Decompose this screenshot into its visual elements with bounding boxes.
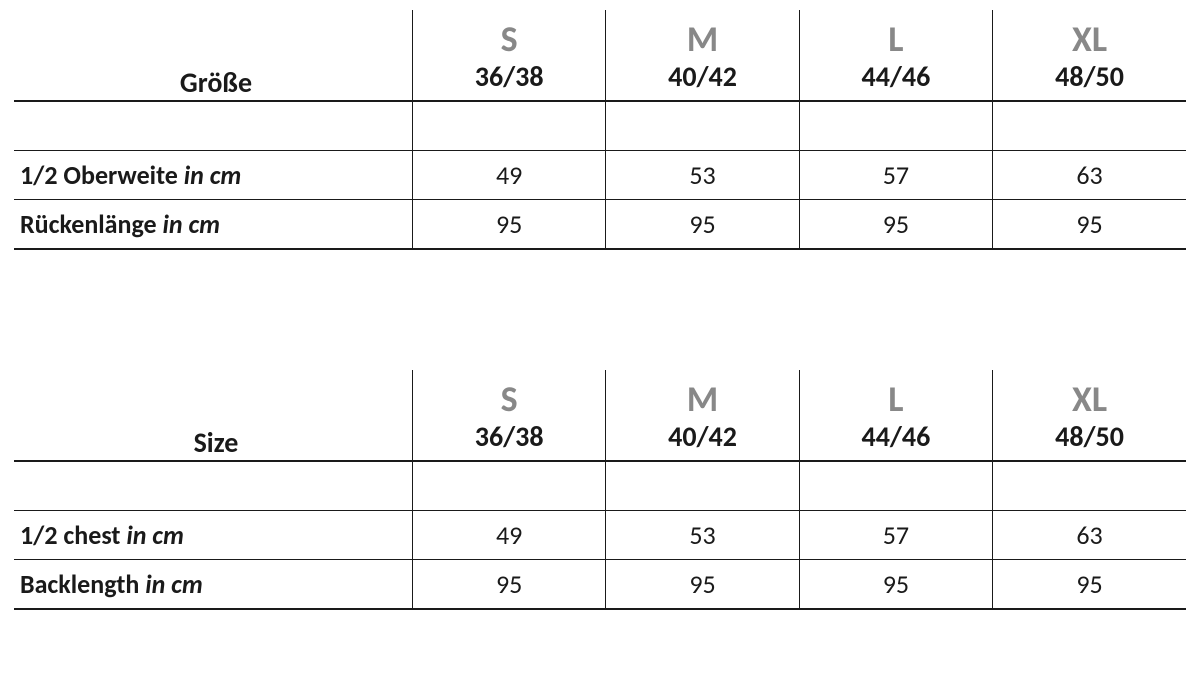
cell: 57	[799, 151, 992, 200]
cell: 95	[412, 200, 605, 250]
row-unit: in cm	[126, 519, 184, 551]
spacer-row	[14, 461, 1186, 511]
row-label: Rückenlänge	[20, 208, 157, 240]
table-row: Backlength in cm 95 95 95 95	[14, 560, 1186, 610]
row-label: 1/2 Oberweite	[20, 159, 178, 191]
cell: 49	[412, 151, 605, 200]
spacer-row	[14, 101, 1186, 151]
size-col-l: L 44/46	[799, 370, 992, 461]
table-row: 1/2 chest in cm 49 53 57 63	[14, 511, 1186, 560]
cell: 49	[412, 511, 605, 560]
table-row: Rückenlänge in cm 95 95 95 95	[14, 200, 1186, 250]
size-col-xl: XL 48/50	[993, 370, 1186, 461]
row-unit: in cm	[162, 208, 220, 240]
size-col-m: M 40/42	[606, 370, 799, 461]
cell: 95	[799, 200, 992, 250]
row-label: Backlength	[20, 568, 139, 600]
table-row: 1/2 Oberweite in cm 49 53 57 63	[14, 151, 1186, 200]
header-label: Size	[188, 425, 239, 468]
cell: 95	[412, 560, 605, 610]
cell: 95	[606, 200, 799, 250]
size-table-de: Größe S 36/38 M 40/42 L 44/46 XL 48/50	[14, 10, 1186, 250]
cell: 57	[799, 511, 992, 560]
row-unit: in cm	[184, 159, 242, 191]
cell: 95	[993, 200, 1186, 250]
cell: 95	[993, 560, 1186, 610]
row-unit: in cm	[145, 568, 203, 600]
size-col-s: S 36/38	[412, 370, 605, 461]
cell: 95	[606, 560, 799, 610]
size-col-l: L 44/46	[799, 10, 992, 101]
cell: 53	[606, 511, 799, 560]
cell: 95	[799, 560, 992, 610]
cell: 53	[606, 151, 799, 200]
size-table-en: Size S 36/38 M 40/42 L 44/46 XL 48/50	[14, 370, 1186, 610]
size-col-s: S 36/38	[412, 10, 605, 101]
row-label: 1/2 chest	[20, 519, 120, 551]
size-col-m: M 40/42	[606, 10, 799, 101]
size-col-xl: XL 48/50	[993, 10, 1186, 101]
cell: 63	[993, 511, 1186, 560]
header-label: Größe	[174, 65, 252, 108]
cell: 63	[993, 151, 1186, 200]
